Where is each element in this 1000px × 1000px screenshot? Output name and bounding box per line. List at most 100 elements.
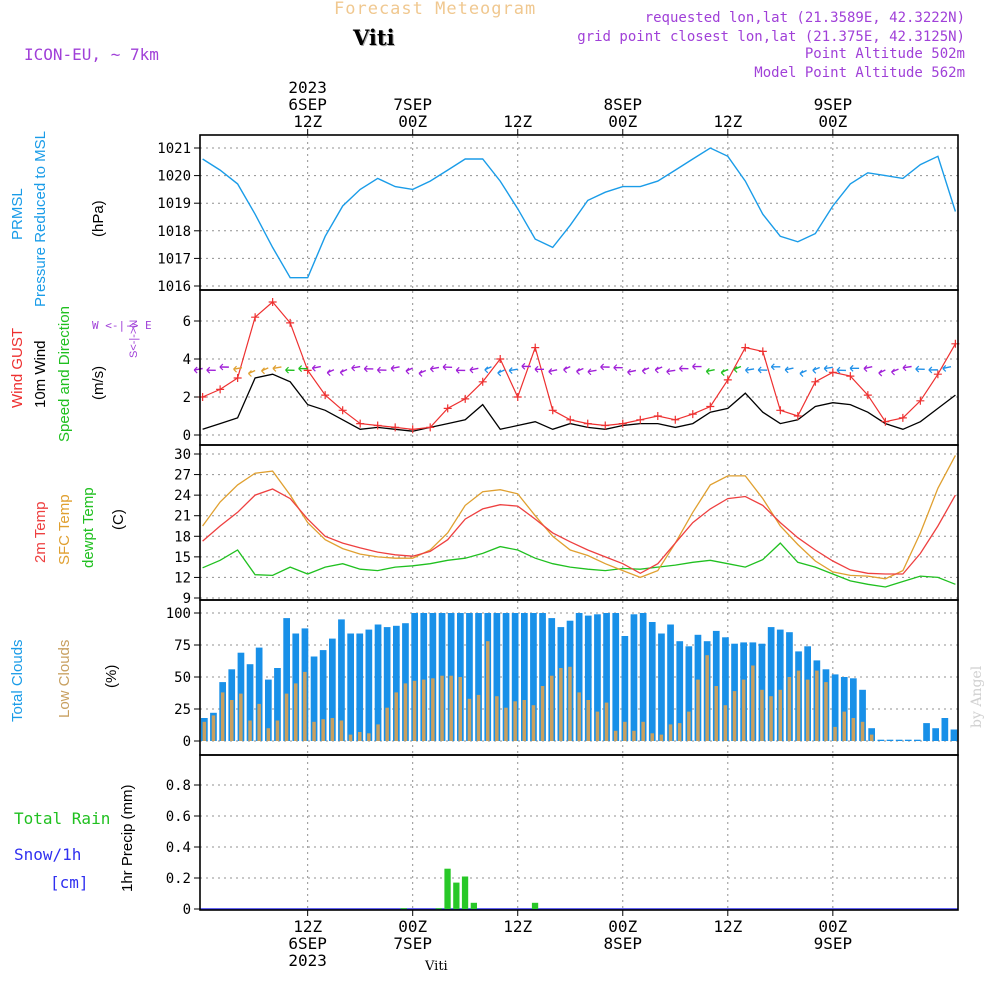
wind-direction-arrow <box>194 367 203 371</box>
total-cloud-bar <box>575 613 583 741</box>
top-time-label: 8SEP <box>603 95 642 114</box>
wind-arrow-head <box>654 366 659 374</box>
total-cloud-bar <box>255 647 263 741</box>
point-altitude: Point Altitude 502m <box>804 46 965 62</box>
total-cloud-bar <box>840 677 848 741</box>
total-cloud-bar <box>420 613 428 741</box>
total-cloud-bar <box>274 668 281 741</box>
rain-bar <box>531 902 539 909</box>
total-cloud-bar <box>329 638 336 741</box>
gust-marker <box>338 406 347 415</box>
gust-marker <box>653 412 662 420</box>
bottom-time-label: 12Z <box>713 917 742 936</box>
top-time-label: 6SEP <box>288 95 327 114</box>
y-tick-label: 6 <box>183 314 191 330</box>
gust-marker <box>233 374 242 382</box>
wind-arrow-head <box>497 369 502 377</box>
gust-marker <box>618 419 627 428</box>
total-cloud-bar <box>850 678 857 741</box>
total-cloud-bar <box>914 739 921 741</box>
wind-arrow-head <box>692 363 696 370</box>
y-tick-label: 0 <box>183 902 191 918</box>
y-tick-label: 21 <box>174 509 191 525</box>
gust-marker <box>846 372 855 381</box>
wind-arrow-head <box>548 368 553 375</box>
wind-arrow-head <box>484 366 489 374</box>
low-cloud-bar <box>851 718 856 741</box>
total-cloud-bar <box>246 664 254 741</box>
wind-arrow-head <box>600 363 605 371</box>
gust-marker <box>636 415 645 424</box>
gust-marker <box>898 413 907 422</box>
low-cloud-bar <box>641 721 645 741</box>
total-cloud-bar <box>639 613 647 741</box>
wind-arrow-head <box>534 365 539 373</box>
low-cloud-bar <box>723 705 728 741</box>
wind-arrow-head <box>757 366 762 374</box>
t2m-line <box>202 488 956 575</box>
low-cloud-bar <box>412 680 417 741</box>
low-cloud-bar <box>385 707 389 741</box>
wind-arrow-head <box>363 365 368 373</box>
wind-direction-arrow <box>233 366 243 370</box>
top-time-label: 12Z <box>713 112 742 131</box>
low-cloud-bar <box>367 733 371 741</box>
gust-marker <box>881 417 890 426</box>
wind-arrow-head <box>563 366 568 374</box>
gust-marker <box>688 410 697 419</box>
low-cloud-bar <box>284 693 289 741</box>
chart-title: Forecast Meteogram <box>334 0 537 19</box>
total-cloud-bar <box>521 613 528 741</box>
top-time-label: 00Z <box>608 112 637 131</box>
low-cloud-bar <box>760 689 764 741</box>
low-cloud-bar <box>239 693 243 741</box>
wind-direction-arrow <box>430 366 440 370</box>
gust-marker <box>531 343 540 352</box>
low-cloud-bar <box>550 675 554 741</box>
total-cloud-bar <box>393 625 400 741</box>
panel-frame-temp <box>199 444 959 601</box>
low-cloud-bar <box>677 723 682 741</box>
wind-arrow-head <box>430 365 434 373</box>
low-cloud-bar <box>321 719 325 741</box>
total-cloud-bar <box>722 637 729 741</box>
low-cloud-bar <box>540 686 545 741</box>
y-tick-label: 0.2 <box>166 871 191 887</box>
low-cloud-bar <box>312 721 316 741</box>
total-cloud-bar <box>429 613 437 741</box>
total-cloud-bar <box>621 636 629 741</box>
low-cloud-bar <box>869 734 874 741</box>
top-time-label: 12Z <box>503 112 532 131</box>
wind-arrow-head <box>928 366 933 374</box>
total-cloud-bar <box>411 613 418 741</box>
rain-bar <box>400 908 407 910</box>
y-tick-label: 27 <box>174 468 191 484</box>
wind-arrow-head <box>508 367 513 374</box>
wind-direction-arrow <box>469 367 479 371</box>
wind-arrow-head <box>705 368 710 375</box>
low-cloud-bar <box>842 711 846 741</box>
total-cloud-bar <box>493 613 501 741</box>
low-cloud-bar <box>613 730 618 741</box>
gust-marker <box>548 406 557 415</box>
total-cloud-bar <box>950 729 958 741</box>
snow-label: Snow/1h <box>14 845 82 864</box>
low-cloud-bar <box>303 671 307 741</box>
low-cloud-bar <box>220 692 225 741</box>
gust-marker <box>216 385 225 394</box>
total-cloud-bar <box>402 623 409 741</box>
low-cloud-bar <box>824 682 828 741</box>
snow-unit-label: [cm] <box>50 873 89 892</box>
low-cloud-bar <box>796 670 801 741</box>
gust-marker <box>776 406 785 415</box>
wind-direction-arrow <box>902 365 912 369</box>
low-cloud-bar <box>257 703 261 741</box>
low-cloud-bar <box>668 724 673 741</box>
wind-arrow-head <box>823 365 828 373</box>
wind-arrow-head <box>878 369 883 377</box>
wind-arrow-head <box>248 370 252 377</box>
wind-arrow-head <box>627 368 631 376</box>
low-cloud-bar <box>705 655 709 741</box>
wind-arrow-head <box>678 365 683 372</box>
low-cloud-bar <box>696 679 700 741</box>
